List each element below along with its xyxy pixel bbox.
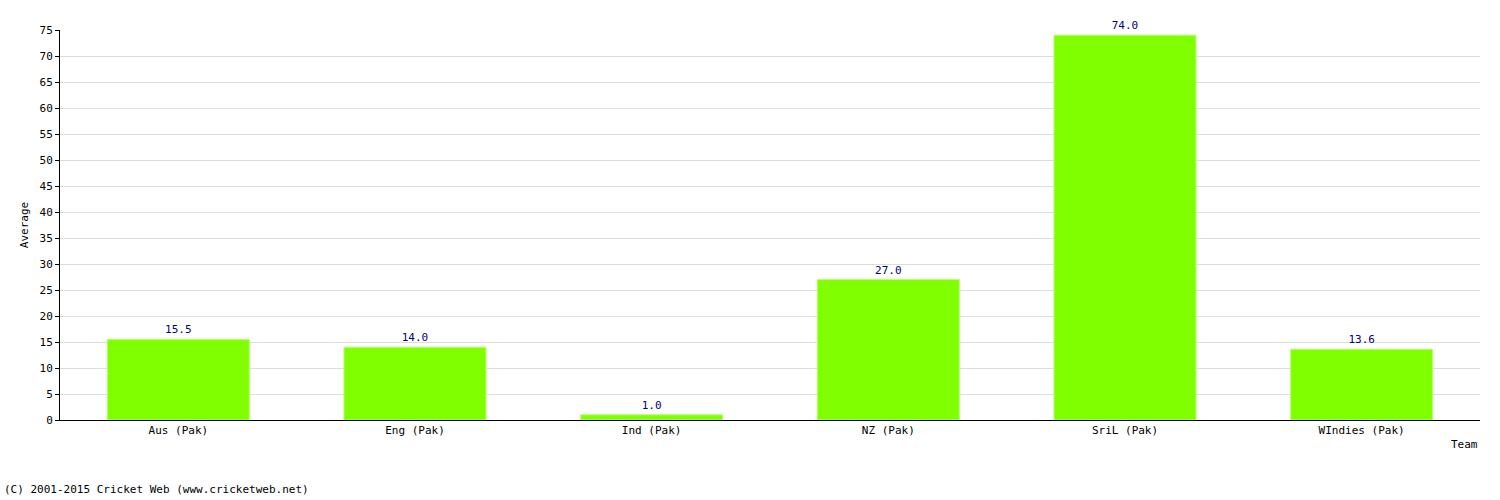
svg-text:75: 75	[40, 24, 53, 37]
svg-text:60: 60	[40, 102, 53, 115]
svg-text:74.0: 74.0	[1112, 19, 1139, 32]
svg-text:40: 40	[40, 206, 53, 219]
svg-text:1.0: 1.0	[642, 399, 662, 412]
svg-text:25: 25	[40, 284, 53, 297]
svg-text:30: 30	[40, 258, 53, 271]
svg-text:15.5: 15.5	[165, 323, 192, 336]
svg-text:5: 5	[46, 388, 53, 401]
svg-text:14.0: 14.0	[402, 331, 429, 344]
svg-text:Eng (Pak): Eng (Pak)	[385, 424, 445, 437]
svg-text:20: 20	[40, 310, 53, 323]
svg-text:50: 50	[40, 154, 53, 167]
svg-text:Ind (Pak): Ind (Pak)	[622, 424, 682, 437]
svg-text:13.6: 13.6	[1348, 333, 1375, 346]
svg-text:15: 15	[40, 336, 53, 349]
svg-text:35: 35	[40, 232, 53, 245]
svg-text:45: 45	[40, 180, 53, 193]
svg-text:WIndies (Pak): WIndies (Pak)	[1319, 424, 1405, 437]
svg-text:10: 10	[40, 362, 53, 375]
svg-text:55: 55	[40, 128, 53, 141]
svg-text:(C) 2001-2015 Cricket Web (www: (C) 2001-2015 Cricket Web (www.cricketwe…	[4, 483, 309, 496]
svg-text:Team: Team	[1451, 438, 1478, 451]
svg-text:0: 0	[46, 414, 53, 427]
svg-text:65: 65	[40, 76, 53, 89]
svg-text:NZ (Pak): NZ (Pak)	[862, 424, 915, 437]
svg-text:70: 70	[40, 50, 53, 63]
svg-text:SriL (Pak): SriL (Pak)	[1092, 424, 1158, 437]
svg-text:27.0: 27.0	[875, 264, 902, 277]
svg-text:Aus (Pak): Aus (Pak)	[149, 424, 209, 437]
svg-text:Average: Average	[18, 202, 31, 248]
